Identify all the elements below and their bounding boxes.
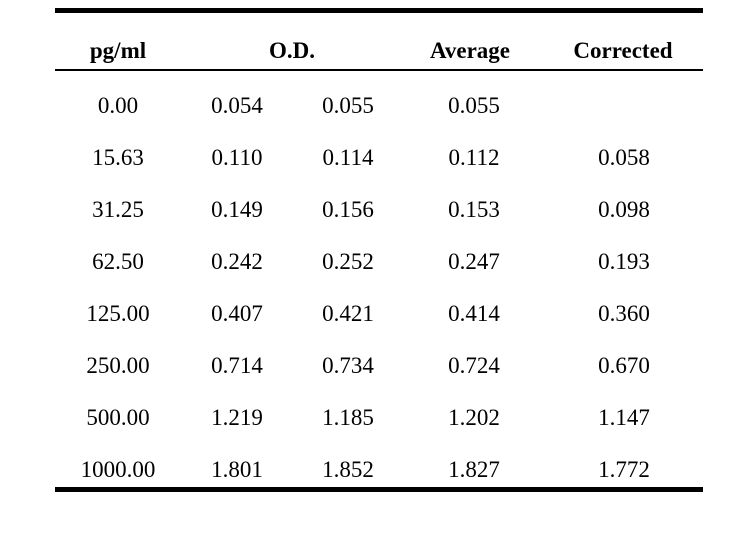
table-top-rule <box>55 8 703 13</box>
cell-od-1: 0.407 <box>211 301 263 326</box>
cell-pgml: 62.50 <box>92 249 144 274</box>
cell-od-1: 0.242 <box>211 249 263 274</box>
cell-od-1: 0.714 <box>211 353 263 378</box>
table-row: 125.00 0.407 0.421 0.414 0.360 <box>55 279 703 331</box>
cell-average: 0.247 <box>448 249 500 274</box>
cell-corrected: 1.147 <box>598 405 650 430</box>
cell-pgml: 31.25 <box>92 197 144 222</box>
cell-od-2: 0.156 <box>322 197 374 222</box>
cell-pgml: 15.63 <box>92 145 144 170</box>
table-row: 1000.00 1.801 1.852 1.827 1.772 <box>55 435 703 487</box>
cell-corrected: 0.058 <box>598 145 650 170</box>
cell-od-1: 0.054 <box>211 93 263 118</box>
cell-od-2: 0.421 <box>322 301 374 326</box>
cell-od-2: 0.114 <box>322 145 374 170</box>
header-corrected: Corrected <box>573 38 673 63</box>
header-average: Average <box>429 38 511 63</box>
cell-average: 0.724 <box>448 353 500 378</box>
table-header-rule <box>55 69 703 71</box>
cell-od-1: 0.110 <box>211 145 263 170</box>
table-row: 62.50 0.242 0.252 0.247 0.193 <box>55 227 703 279</box>
cell-pgml: 1000.00 <box>80 457 156 482</box>
cell-pgml: 250.00 <box>86 353 150 378</box>
cell-pgml: 0.00 <box>97 93 139 118</box>
table-row: 500.00 1.219 1.185 1.202 1.147 <box>55 383 703 435</box>
cell-od-2: 1.185 <box>322 405 374 430</box>
cell-corrected: 0.098 <box>598 197 650 222</box>
header-pgml: pg/ml <box>89 38 147 63</box>
cell-pgml: 500.00 <box>86 405 150 430</box>
cell-average: 0.414 <box>448 301 500 326</box>
table-row: 15.63 0.110 0.114 0.112 0.058 <box>55 123 703 175</box>
cell-corrected: 1.772 <box>598 457 650 482</box>
table-bottom-rule <box>55 487 703 492</box>
cell-od-1: 1.801 <box>211 457 263 482</box>
cell-od-2: 0.252 <box>322 249 374 274</box>
cell-od-1: 0.149 <box>211 197 263 222</box>
cell-od-1: 1.219 <box>211 405 263 430</box>
cell-pgml: 125.00 <box>86 301 150 326</box>
cell-average: 1.827 <box>448 457 500 482</box>
cell-average: 0.112 <box>448 145 500 170</box>
data-table: pg/ml O.D. Average Corrected 0.00 0.054 … <box>55 8 703 492</box>
table-row: 0.00 0.054 0.055 0.055 <box>55 71 703 123</box>
cell-corrected: 0.193 <box>598 249 650 274</box>
table-row: 31.25 0.149 0.156 0.153 0.098 <box>55 175 703 227</box>
header-od: O.D. <box>269 38 315 63</box>
cell-corrected: 0.360 <box>598 301 650 326</box>
cell-average: 0.055 <box>448 93 500 118</box>
cell-corrected: 0.670 <box>598 353 650 378</box>
cell-average: 1.202 <box>448 405 500 430</box>
cell-od-2: 1.852 <box>322 457 374 482</box>
cell-od-2: 0.055 <box>322 93 374 118</box>
table-header-row: pg/ml O.D. Average Corrected <box>55 13 703 69</box>
table-body: 0.00 0.054 0.055 0.055 15.63 0.110 0.114… <box>55 71 703 487</box>
table-row: 250.00 0.714 0.734 0.724 0.670 <box>55 331 703 383</box>
cell-od-2: 0.734 <box>322 353 374 378</box>
cell-average: 0.153 <box>448 197 500 222</box>
